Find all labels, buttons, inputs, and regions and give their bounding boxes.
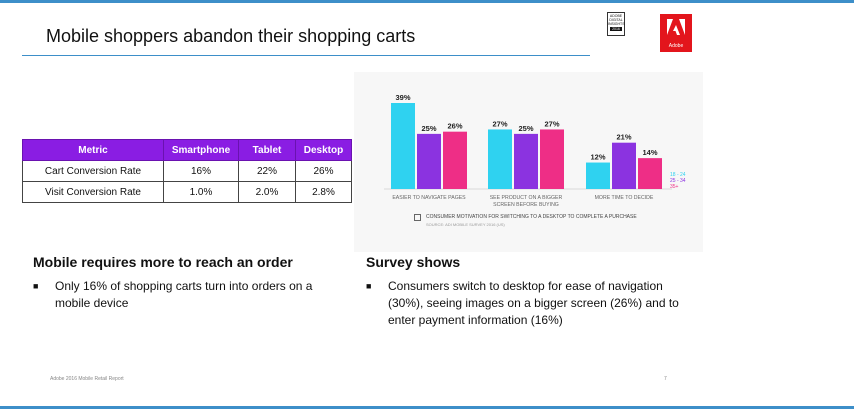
- footer-report-name: Adobe 2016 Mobile Retail Report: [50, 376, 124, 382]
- category-label: EASIER TO NAVIGATE PAGES: [392, 195, 466, 201]
- table-row: Cart Conversion Rate 16% 22% 26%: [22, 160, 352, 182]
- chart-source: SOURCE: ADI MOBILE SURVEY 2016 (US): [426, 222, 505, 227]
- table-cell: 22%: [238, 160, 296, 182]
- left-bullet-text: Only 16% of shopping carts turn into ord…: [55, 279, 313, 310]
- category-label: SCREEN BEFORE BUYING: [493, 202, 559, 208]
- bar-data-label: 25%: [518, 124, 533, 133]
- left-bullet: ■ Only 16% of shopping carts turn into o…: [33, 278, 343, 312]
- bar: [417, 133, 441, 189]
- bar-data-label: 26%: [447, 122, 462, 131]
- header-desktop: Desktop: [295, 139, 352, 161]
- top-accent-rule: [0, 0, 854, 3]
- bar-data-label: 14%: [642, 148, 657, 157]
- adobe-digital-insights-badge: ADOBE DIGITAL INSIGHTS 2016: [607, 12, 625, 36]
- right-bullet-text: Consumers switch to desktop for ease of …: [388, 279, 679, 327]
- table-row: Visit Conversion Rate 1.0% 2.0% 2.8%: [22, 181, 352, 203]
- bar: [540, 129, 564, 189]
- table-cell: 2.0%: [238, 181, 296, 203]
- caption-box-icon: [414, 214, 421, 221]
- motivation-bar-chart: 39% 25% 26% EASIER TO NAVIGATE PAGES 27% 25% 2…: [384, 93, 686, 208]
- table-cell: 2.8%: [295, 181, 352, 203]
- bar-data-label: 39%: [395, 93, 410, 102]
- bar: [612, 142, 636, 189]
- badge-line-1: ADOBE: [609, 14, 623, 18]
- category-label: SEE PRODUCT ON A BIGGER: [490, 195, 563, 201]
- title-divider: [22, 55, 590, 56]
- bullet-icon: ■: [366, 281, 372, 291]
- conversion-rate-table: Metric Smartphone Tablet Desktop Cart Co…: [22, 139, 352, 203]
- bar: [488, 129, 512, 189]
- badge-year: 2016: [610, 27, 622, 31]
- bar-data-label: 25%: [421, 124, 436, 133]
- adobe-a-icon: [667, 19, 685, 35]
- legend-entry: 18 - 24: [670, 172, 686, 178]
- bar: [514, 133, 538, 189]
- bar: [391, 103, 415, 189]
- adobe-logo: Adobe: [660, 14, 692, 52]
- bar: [638, 158, 662, 189]
- badge-line-2: DIGITAL: [609, 18, 623, 22]
- bullet-icon: ■: [33, 281, 39, 291]
- footer-page-number: 7: [664, 376, 667, 382]
- bar: [586, 162, 610, 189]
- legend-entry: 25 - 34: [670, 178, 686, 184]
- slide-title: Mobile shoppers abandon their shopping c…: [46, 26, 416, 46]
- header-metric: Metric: [22, 139, 164, 161]
- legend-entry: 35+: [670, 184, 679, 190]
- bar-data-label: 12%: [590, 153, 605, 162]
- header-smartphone: Smartphone: [163, 139, 239, 161]
- left-section-heading: Mobile requires more to reach an order: [33, 254, 293, 270]
- table-header-row: Metric Smartphone Tablet Desktop: [22, 139, 352, 161]
- table-cell: Visit Conversion Rate: [22, 181, 164, 203]
- table-cell: 1.0%: [163, 181, 239, 203]
- category-label: MORE TIME TO DECIDE: [595, 195, 654, 201]
- right-bullet: ■ Consumers switch to desktop for ease o…: [366, 278, 696, 329]
- chart-caption: CONSUMER MOTIVATION FOR SWITCHING TO A D…: [426, 214, 637, 228]
- table-cell: Cart Conversion Rate: [22, 160, 164, 182]
- bar-data-label: 21%: [616, 133, 631, 142]
- badge-line-3: INSIGHTS: [608, 22, 625, 26]
- adobe-logo-text: Adobe: [668, 43, 684, 49]
- bar-data-label: 27%: [492, 119, 507, 128]
- table-cell: 26%: [295, 160, 352, 182]
- table-cell: 16%: [163, 160, 239, 182]
- motivation-chart-panel: 39% 25% 26% EASIER TO NAVIGATE PAGES 27% 25% 2…: [354, 72, 703, 252]
- bar: [443, 131, 467, 189]
- bar-data-label: 27%: [544, 119, 559, 128]
- bottom-accent-rule: [0, 406, 854, 409]
- right-section-heading: Survey shows: [366, 254, 461, 270]
- chart-caption-text: CONSUMER MOTIVATION FOR SWITCHING TO A D…: [426, 214, 637, 220]
- header-tablet: Tablet: [238, 139, 296, 161]
